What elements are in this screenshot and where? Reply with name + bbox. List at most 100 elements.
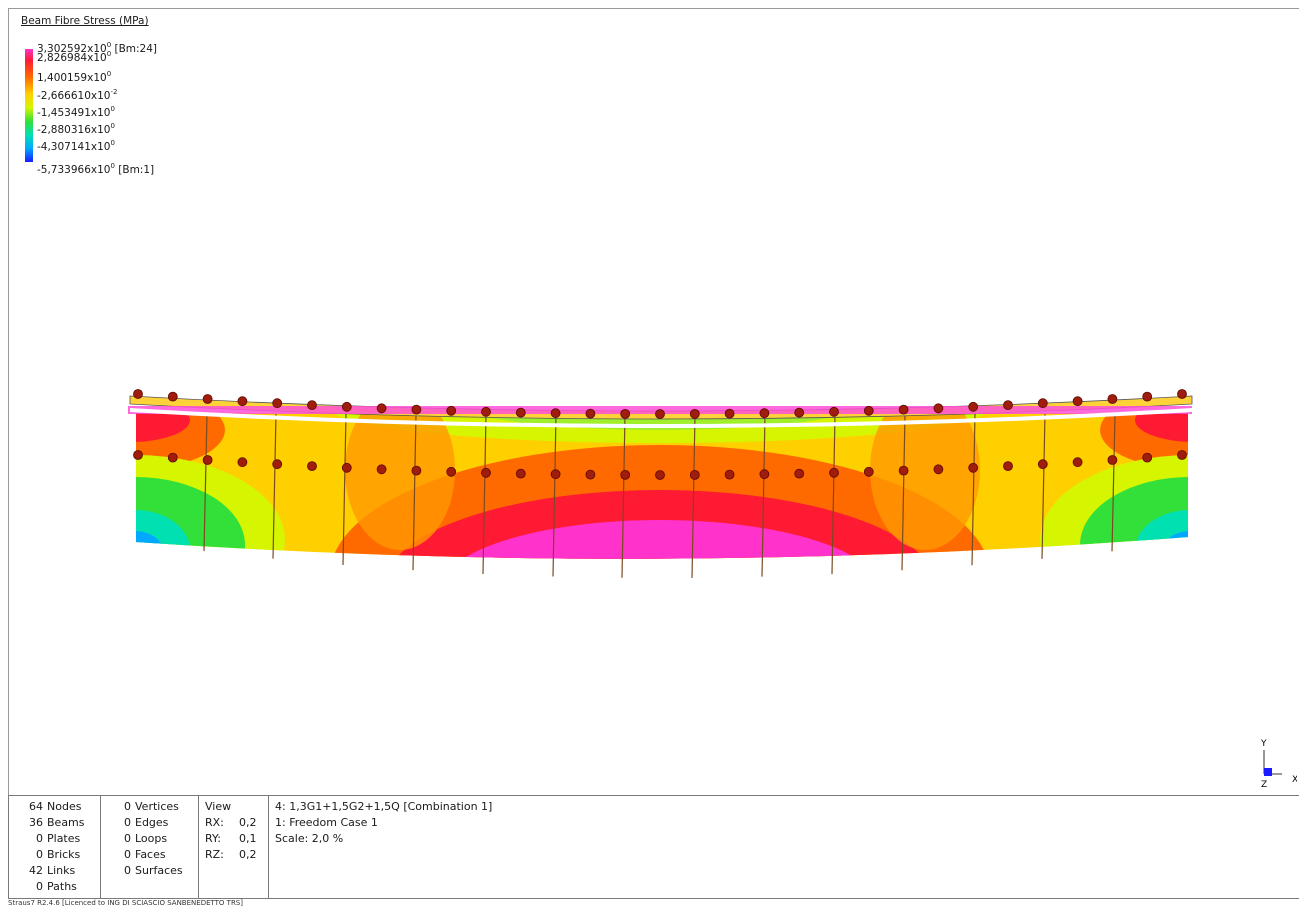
node-marker[interactable] bbox=[898, 465, 909, 476]
node-marker[interactable] bbox=[341, 401, 352, 412]
stat-surfaces: 0 Surfaces bbox=[124, 864, 183, 877]
node-marker[interactable] bbox=[202, 394, 213, 404]
legend-entry: 2,826984x100 bbox=[37, 50, 112, 64]
beam-segment-line bbox=[1111, 413, 1116, 552]
node-marker[interactable] bbox=[1107, 394, 1118, 404]
node-marker[interactable] bbox=[446, 405, 457, 416]
node-marker[interactable] bbox=[968, 401, 979, 412]
geometry-counts: 0 Vertices 0 Edges 0 Loops 0 Faces 0 Surfaces bbox=[101, 796, 199, 898]
contour-fill bbox=[136, 413, 1188, 559]
node-marker[interactable] bbox=[863, 466, 874, 477]
node-marker[interactable] bbox=[133, 450, 143, 460]
node-marker[interactable] bbox=[515, 407, 526, 418]
node-marker[interactable] bbox=[411, 404, 422, 415]
node-marker[interactable] bbox=[759, 469, 770, 480]
mid-node-row bbox=[133, 450, 1187, 480]
node-marker[interactable] bbox=[1072, 396, 1083, 407]
beam-segment-line bbox=[203, 413, 208, 552]
legend-title: Beam Fibre Stress (MPa) bbox=[21, 15, 149, 27]
node-marker[interactable] bbox=[202, 455, 213, 465]
node-marker[interactable] bbox=[655, 470, 665, 480]
stat-links: 42 Links bbox=[29, 864, 76, 877]
node-marker[interactable] bbox=[620, 408, 631, 419]
node-marker[interactable] bbox=[829, 467, 839, 478]
node-marker[interactable] bbox=[272, 459, 283, 470]
node-marker[interactable] bbox=[898, 404, 909, 415]
beam-segment-line bbox=[971, 413, 976, 566]
license-footer: Straus7 R2.4.6 [Licenced to ING DI SCIAS… bbox=[8, 899, 243, 907]
node-marker[interactable] bbox=[167, 391, 178, 402]
freedom-case-label: 1: Freedom Case 1 bbox=[275, 816, 378, 829]
node-marker[interactable] bbox=[794, 468, 805, 479]
node-marker[interactable] bbox=[133, 389, 143, 399]
node-marker[interactable] bbox=[724, 408, 735, 419]
entity-counts: 64 Nodes 36 Beams 0 Plates 0 Bricks 42 Links … bbox=[9, 796, 101, 898]
stat-plates: 0 Plates bbox=[36, 832, 81, 845]
node-marker[interactable] bbox=[585, 408, 596, 419]
node-marker[interactable] bbox=[307, 461, 317, 472]
stat-edges: 0 Edges bbox=[124, 816, 169, 829]
node-marker[interactable] bbox=[933, 464, 944, 475]
node-marker[interactable] bbox=[1107, 455, 1118, 465]
node-marker[interactable] bbox=[794, 407, 805, 418]
node-marker[interactable] bbox=[307, 400, 317, 411]
node-marker[interactable] bbox=[237, 396, 248, 407]
node-marker[interactable] bbox=[585, 469, 596, 480]
node-marker[interactable] bbox=[689, 469, 700, 480]
stat-faces: 0 Faces bbox=[124, 848, 166, 861]
node-marker[interactable] bbox=[689, 408, 700, 419]
node-marker[interactable] bbox=[237, 457, 248, 468]
stat-loops: 0 Loops bbox=[124, 832, 168, 845]
node-marker[interactable] bbox=[724, 469, 735, 480]
node-marker[interactable] bbox=[829, 406, 839, 417]
beam-segment-line bbox=[412, 413, 417, 571]
legend-entry: -4,307141x100 bbox=[37, 139, 115, 153]
node-marker[interactable] bbox=[759, 408, 770, 419]
view-title: View bbox=[205, 800, 232, 813]
node-marker[interactable] bbox=[1037, 398, 1048, 409]
status-panel: 64 Nodes 36 Beams 0 Plates 0 Bricks 42 Links … bbox=[8, 795, 1299, 899]
node-marker[interactable] bbox=[376, 403, 387, 414]
beam-stress-contour[interactable] bbox=[0, 0, 1299, 795]
node-marker[interactable] bbox=[411, 465, 422, 476]
node-marker[interactable] bbox=[550, 408, 561, 419]
stat-beams: 36 Beams bbox=[29, 816, 85, 829]
node-marker[interactable] bbox=[1003, 461, 1013, 472]
legend-entry-max: 3,302592x100 [Bm:24] bbox=[37, 41, 158, 55]
node-marker[interactable] bbox=[341, 462, 352, 473]
node-marker[interactable] bbox=[1142, 452, 1153, 463]
deck-gap bbox=[130, 408, 1192, 428]
combination-label: 4: 1,3G1+1,5G2+1,5Q [Combination 1] bbox=[275, 800, 493, 813]
node-marker[interactable] bbox=[1072, 457, 1083, 468]
node-marker[interactable] bbox=[481, 406, 491, 417]
legend-entry: -2,666610x10-2 bbox=[37, 88, 118, 102]
node-marker[interactable] bbox=[515, 468, 526, 479]
node-marker[interactable] bbox=[376, 464, 387, 475]
node-marker[interactable] bbox=[272, 398, 283, 409]
node-marker[interactable] bbox=[1177, 450, 1187, 460]
node-marker[interactable] bbox=[1003, 400, 1013, 411]
node-marker[interactable] bbox=[550, 469, 561, 480]
node-marker[interactable] bbox=[968, 462, 979, 473]
node-marker[interactable] bbox=[167, 452, 178, 463]
load-case-info: 4: 1,3G1+1,5G2+1,5Q [Combination 1] 1: F… bbox=[269, 796, 1299, 898]
axis-triad: Y X Z bbox=[1252, 732, 1298, 792]
node-marker[interactable] bbox=[863, 405, 874, 416]
legend-entry: -2,880316x100 bbox=[37, 122, 115, 136]
view-rz: RZ: 0,2 bbox=[205, 848, 257, 861]
node-marker[interactable] bbox=[481, 467, 491, 478]
node-marker[interactable] bbox=[933, 403, 944, 414]
view-ry: RY: 0,1 bbox=[205, 832, 257, 845]
triad-z-label: Z bbox=[1261, 780, 1267, 790]
view-rx: RX: 0,2 bbox=[205, 816, 257, 829]
node-marker[interactable] bbox=[1142, 391, 1153, 402]
node-marker[interactable] bbox=[620, 469, 631, 480]
node-marker[interactable] bbox=[655, 409, 665, 419]
view-rotation: View RX: 0,2 RY: 0,1 RZ: 0,2 bbox=[199, 796, 269, 898]
node-marker[interactable] bbox=[446, 466, 457, 477]
node-marker[interactable] bbox=[1177, 389, 1187, 399]
beam-segment-line bbox=[1041, 413, 1046, 559]
beam-segment-lines bbox=[203, 413, 1116, 578]
node-marker[interactable] bbox=[1037, 459, 1048, 470]
beam-segment-line bbox=[342, 413, 347, 566]
